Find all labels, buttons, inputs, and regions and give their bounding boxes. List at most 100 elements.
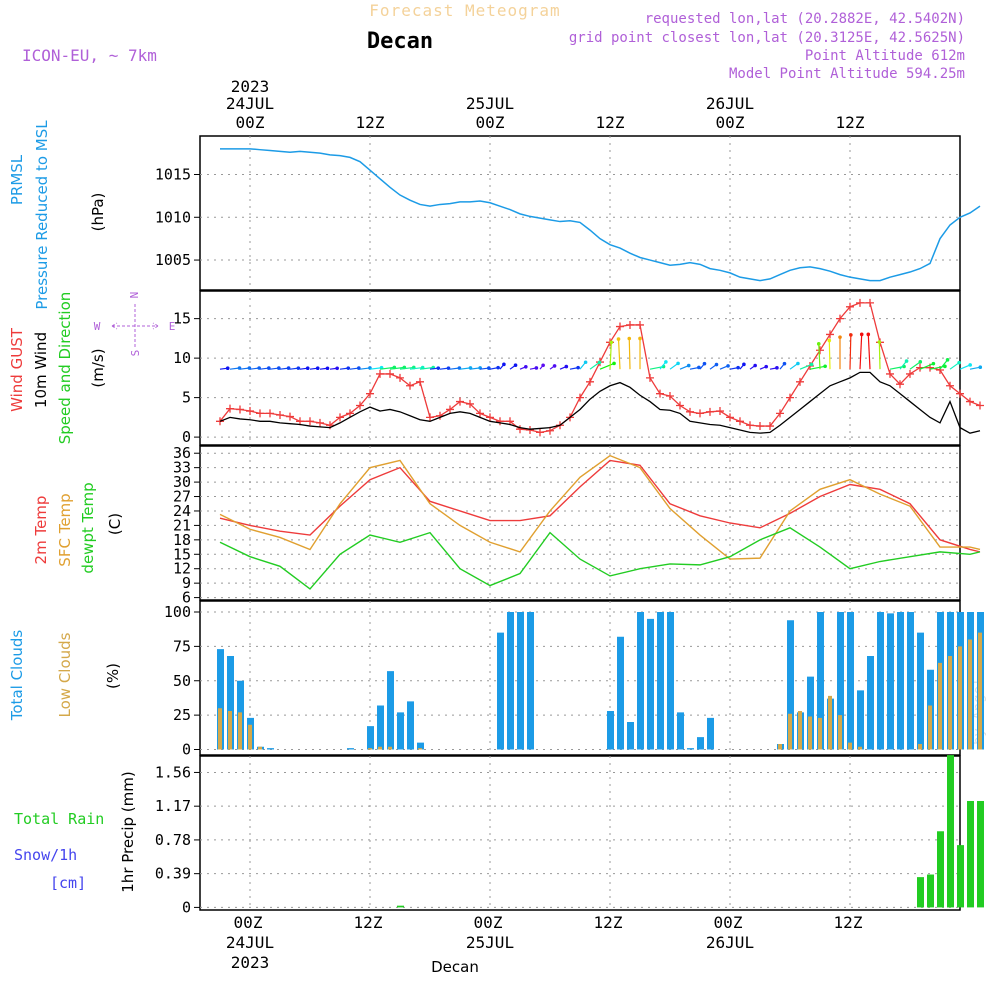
pressure-line [220, 148, 981, 282]
y-tick-label: 36 [173, 444, 191, 462]
panel-frame [199, 600, 961, 756]
compass-n: N [128, 292, 141, 299]
gust-marker [256, 409, 264, 418]
wind-arrow [609, 342, 612, 370]
gust-marker [836, 314, 844, 323]
wind-arrow-head [968, 363, 972, 367]
total-clouds-bar [637, 612, 644, 750]
y-tick-label: 9 [182, 574, 191, 592]
requested-coords: requested lon,lat (20.2882E, 42.5402N) [645, 11, 965, 27]
gust-marker [686, 407, 694, 416]
total-clouds-bar [367, 726, 374, 750]
gust-marker [486, 413, 494, 422]
snow-unit: [cm] [50, 874, 86, 892]
y-tick-label: 1015 [155, 166, 191, 184]
total-clouds-bar [507, 612, 514, 750]
top-time-label: 00Z [236, 113, 265, 132]
total-clouds-bar [817, 612, 824, 750]
low-clouds-bar [938, 662, 942, 750]
gust-marker [536, 428, 544, 437]
chart-title: Decan [367, 29, 433, 54]
total-clouds-bar [837, 612, 844, 750]
wind-arrow-head [583, 360, 588, 365]
y-tick-label: 15 [173, 310, 191, 328]
wind-arrow [809, 365, 826, 370]
total-clouds-bar [617, 636, 624, 750]
low-clouds-bar [778, 744, 782, 750]
gust-marker [786, 393, 794, 402]
panel-frame [199, 135, 961, 291]
wind-arrow-head [638, 336, 642, 341]
wind-arrow-head [726, 364, 730, 368]
gust-marker [416, 377, 424, 386]
gust-marker [906, 369, 914, 378]
total-clouds-bar [607, 711, 614, 750]
total-clouds-bar [907, 612, 914, 750]
gust-marker [226, 404, 234, 413]
y-tick-label: 21 [173, 516, 191, 534]
wind-arrow [849, 334, 852, 370]
low-clouds-label: Low Clouds [56, 632, 74, 717]
compass-w: W [94, 320, 101, 333]
wind-arrow [909, 361, 921, 370]
gust-marker [656, 389, 664, 398]
snow-label: Snow/1h [14, 846, 77, 864]
wind-arrow-head [325, 366, 330, 371]
gust-marker [246, 407, 254, 416]
low-clouds-bar [238, 712, 242, 750]
panel-frame [199, 290, 961, 446]
top-time-label: 00Z [716, 113, 745, 132]
top-time-label: 12Z [836, 113, 865, 132]
low-clouds-bar [838, 715, 842, 750]
wind-arrow-head [943, 364, 947, 369]
y-tick-label: 5 [182, 389, 191, 407]
sfc-temp-line [219, 454, 981, 560]
gust-marker [406, 381, 414, 390]
compass-s: S [129, 350, 142, 357]
wind-arrow-head [305, 366, 310, 371]
wind-arrow-head [564, 364, 569, 369]
wind-arrow-head [335, 366, 339, 371]
wind-arrow-head [576, 365, 580, 370]
low-clouds-bar [968, 639, 972, 750]
wind-arrow-head [267, 366, 271, 370]
panel-precipitation: 0 0.39 0.78 1.17 1.56 [155, 755, 961, 916]
gust-marker [496, 417, 504, 426]
rain-bar [947, 755, 954, 908]
gust-marker [356, 401, 364, 410]
low-clouds-bar [368, 748, 372, 750]
top-time-label: 12Z [596, 113, 625, 132]
gust-marker [306, 417, 314, 426]
total-clouds-bar [667, 612, 674, 750]
low-clouds-bar [808, 716, 812, 750]
gust-marker [736, 417, 744, 426]
wind-arrow-head [346, 366, 351, 370]
gust-line [219, 302, 981, 434]
wind-arrow-head [446, 366, 451, 370]
total-clouds-bar [787, 620, 794, 750]
wind-arrow-head [714, 362, 719, 367]
footer-location: Decan [431, 958, 479, 976]
total-clouds-bar [217, 649, 224, 750]
gust-marker [316, 418, 324, 427]
total-clouds-bar [497, 632, 504, 750]
wind-arrow-head [827, 338, 832, 343]
y-tick-label: 50 [173, 672, 191, 690]
wind-arrow [628, 338, 631, 370]
wind-arrow-head [702, 361, 707, 366]
low-clouds-bar [848, 742, 852, 750]
bottom-time-label: 00Z [714, 913, 743, 932]
total-clouds-bar [377, 705, 384, 750]
wind-arrow-head [496, 365, 500, 370]
total-clouds-bar [657, 612, 664, 750]
gust-marker [516, 425, 524, 434]
y-tick-label: 0.39 [155, 865, 191, 883]
low-clouds-bar [378, 746, 382, 750]
rain-bar [937, 831, 944, 908]
y-tick-label: 12 [173, 560, 191, 578]
y-tick-label: 25 [173, 706, 191, 724]
gust-marker [976, 401, 984, 410]
wind-arrow-head [315, 366, 320, 371]
total-clouds-bar [627, 722, 634, 750]
